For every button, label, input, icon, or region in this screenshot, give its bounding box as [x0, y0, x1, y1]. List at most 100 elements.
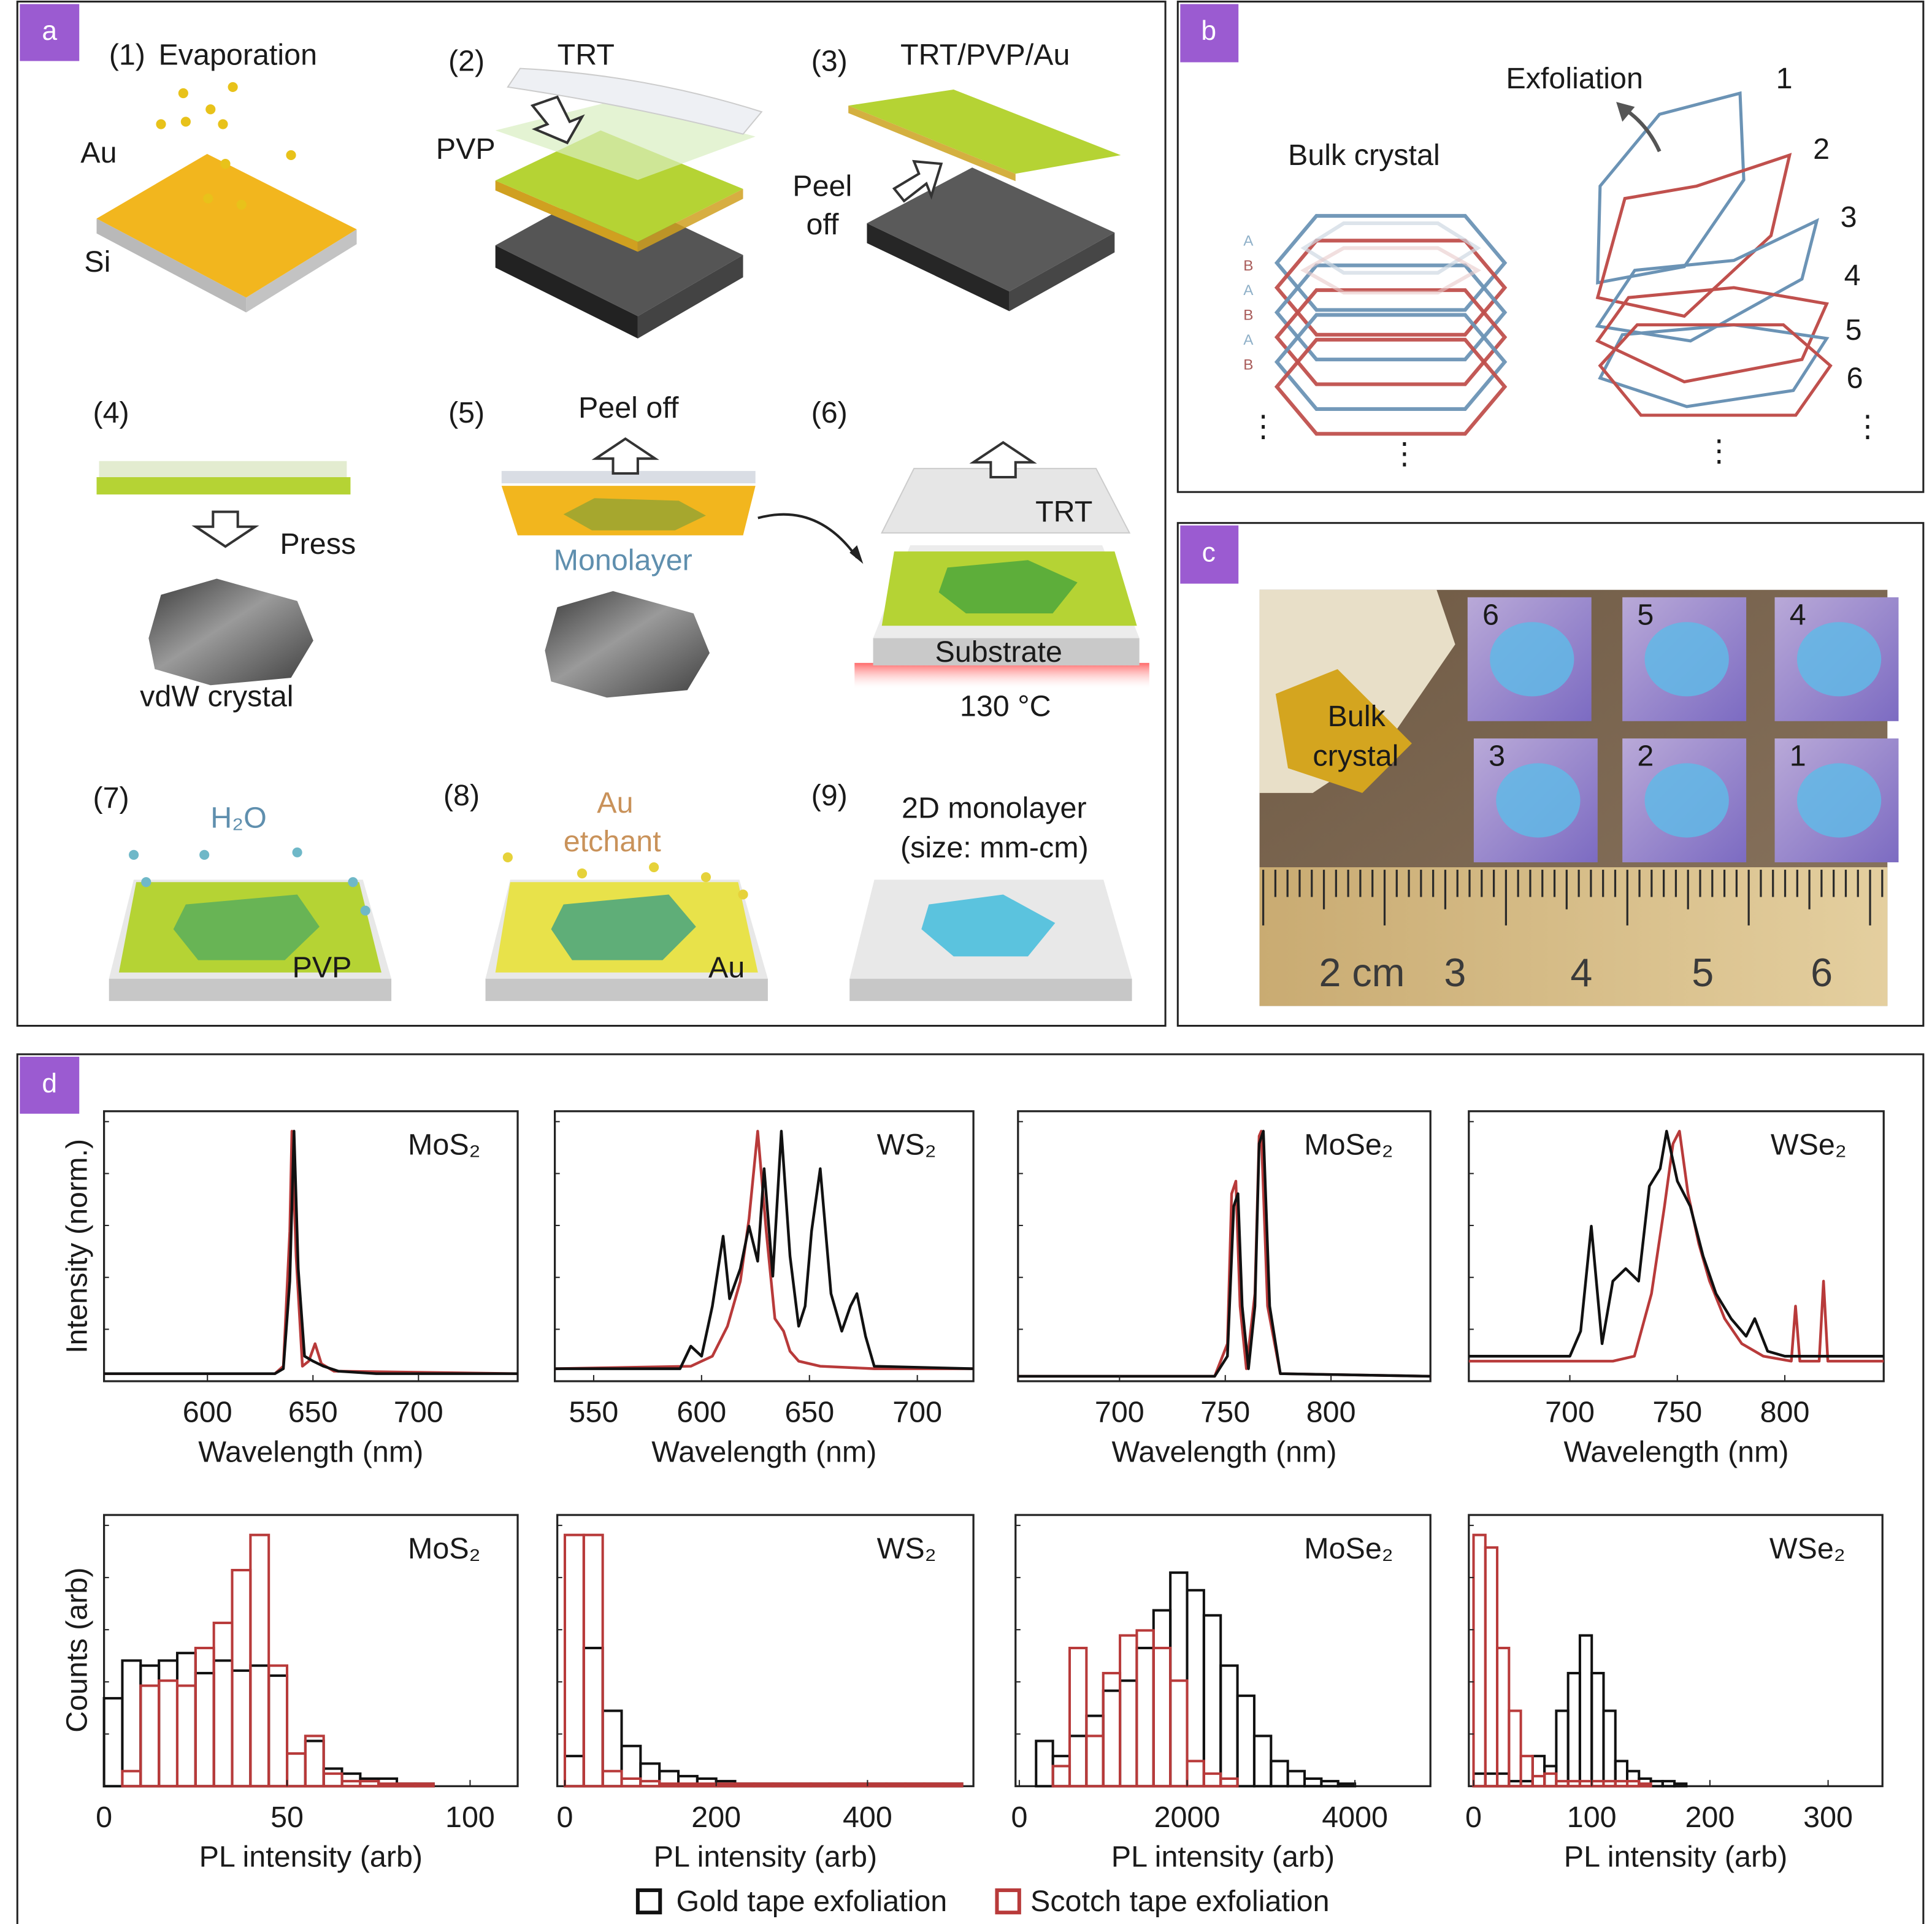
bulk-layer — [1274, 337, 1508, 436]
layer-number-5: 5 — [1846, 313, 1862, 347]
panel-a-illustrations — [96, 67, 1149, 1002]
step-5-number: (5) — [448, 396, 485, 429]
monolayer-7 — [173, 894, 320, 960]
x-axis-label: Wavelength (nm) — [1563, 1435, 1788, 1468]
label-press: Press — [280, 527, 356, 561]
y-axis-label-intensity: Intensity (norm.) — [60, 1139, 93, 1354]
chart-1: 600 650 700 MoS₂ Wavelength (nm) — [102, 1110, 519, 1468]
plot-frame — [556, 1514, 975, 1787]
flake-3 — [1595, 218, 1819, 343]
au-particle — [203, 193, 213, 204]
transfer-arrow — [757, 513, 858, 559]
step-1-title: Evaporation — [158, 39, 317, 72]
histogram-bar-scotch — [1519, 1755, 1534, 1788]
histogram-bar-scotch — [267, 1664, 289, 1788]
step-2-title: TRT — [558, 39, 615, 72]
x-tick-label: 700 — [1545, 1396, 1595, 1429]
monolayer-flake — [1644, 763, 1729, 838]
monolayer-flake — [1644, 622, 1729, 697]
chart-3: 700 750 800 MoSe₂ Wavelength (nm) — [1017, 1110, 1432, 1468]
chart-2: 550 600 650 700 WS₂ Wavelength (nm) — [553, 1110, 975, 1468]
si-substrate-3-side — [867, 223, 1010, 312]
layer-number-4: 4 — [1844, 259, 1861, 292]
legend-swatch-gold — [635, 1888, 662, 1915]
x-tick-label: 800 — [1306, 1396, 1356, 1429]
ellipsis-bulk: ⋮ — [1390, 437, 1419, 470]
ruler-label: 6 — [1811, 951, 1833, 995]
chart-title: WS₂ — [877, 1128, 937, 1161]
bulk-layer-back — [1300, 221, 1481, 275]
x-tick-label: 0 — [96, 1801, 112, 1834]
water-drop — [199, 849, 210, 860]
step-8-number: (8) — [443, 779, 480, 812]
substrate-8-edge — [485, 978, 768, 1002]
series-line-gold — [554, 1130, 974, 1370]
monolayer-9 — [921, 894, 1056, 957]
ellipsis-left: ⋮ — [1248, 410, 1278, 443]
au-film — [96, 153, 357, 298]
chart-4: 700 750 800 WSe₂ Wavelength (nm) — [1468, 1110, 1885, 1468]
stacking-label-A: A — [1243, 232, 1254, 249]
bulk-layer — [1274, 213, 1508, 312]
step-3-title: TRT/PVP/Au — [900, 39, 1070, 72]
flake-1 — [1596, 91, 1746, 285]
sample-number-6: 6 — [1482, 598, 1499, 631]
label-monolayer: Monolayer — [554, 543, 692, 577]
panel-label-d-bg — [20, 1056, 80, 1114]
histogram-bar-scotch — [413, 1782, 435, 1788]
series-line-gold — [104, 1130, 518, 1375]
label-temperature: 130 °C — [960, 690, 1051, 723]
step-3-number: (3) — [811, 45, 848, 78]
flake-5 — [1598, 323, 1830, 408]
panel-label-a: a — [42, 16, 57, 46]
monolayer-6 — [938, 560, 1078, 614]
pvp-au-layer-side — [495, 180, 638, 252]
vdw-crystal-remaining — [545, 591, 710, 698]
transfer-arrowhead-icon — [849, 545, 864, 564]
series-line-gold — [1018, 1130, 1431, 1378]
flake-6 — [1598, 323, 1833, 417]
histogram-bar-scotch — [1169, 1679, 1189, 1788]
sample-number-3: 3 — [1489, 739, 1505, 772]
au-particle — [205, 104, 216, 115]
exfoliation-arrow — [1623, 107, 1662, 153]
step-2-number: (2) — [448, 45, 485, 78]
sample-number-2: 2 — [1637, 739, 1654, 772]
stacking-label-B: B — [1243, 356, 1253, 373]
pvp-au-layer-side — [637, 188, 743, 252]
label-substrate: Substrate — [935, 635, 1062, 669]
si-substrate-side — [637, 255, 743, 339]
panel-d: d Intensity (norm.) Counts (arb) 600 650 7… — [16, 1053, 1925, 1924]
panel-label-b: b — [1201, 16, 1216, 46]
histogram-bar-scotch — [1219, 1777, 1239, 1788]
stacking-label-A: A — [1243, 282, 1254, 299]
plot-frame — [1468, 1110, 1885, 1382]
panel-label-a-bg — [20, 4, 80, 61]
exfoliation-title: Exfoliation — [1506, 62, 1643, 95]
label-si: Si — [84, 245, 110, 278]
substrate-edge-6 — [873, 638, 1140, 665]
ruler-label: 5 — [1692, 951, 1714, 995]
press-arrow-icon — [191, 510, 259, 548]
chart-5: 0 50 100 MoS₂ PL intensity (arb) — [96, 1514, 519, 1874]
chart-6: 0 200 400 WS₂ PL intensity (arb) — [556, 1514, 975, 1874]
flake-2 — [1595, 153, 1792, 318]
layer-number-6: 6 — [1847, 362, 1863, 395]
step-5-title: Peel off — [578, 391, 679, 424]
bulk-layer — [1274, 288, 1508, 386]
peel-arrow-icon — [892, 159, 943, 203]
x-tick-label: 700 — [892, 1396, 942, 1429]
chart-title: WS₂ — [877, 1532, 937, 1565]
histogram-bar-gold — [1673, 1782, 1688, 1788]
chart-title: MoS₂ — [408, 1128, 480, 1161]
ruler-label: 4 — [1570, 951, 1592, 995]
au-film-side — [246, 229, 357, 313]
trt-pvp-au-stack — [848, 89, 1121, 174]
substrate-9-edge — [849, 978, 1132, 1002]
sample-number-1: 1 — [1790, 739, 1806, 772]
series-line-scotch — [554, 1130, 974, 1370]
etchant-drop — [700, 872, 711, 883]
panel-b-layers — [1274, 91, 1833, 436]
